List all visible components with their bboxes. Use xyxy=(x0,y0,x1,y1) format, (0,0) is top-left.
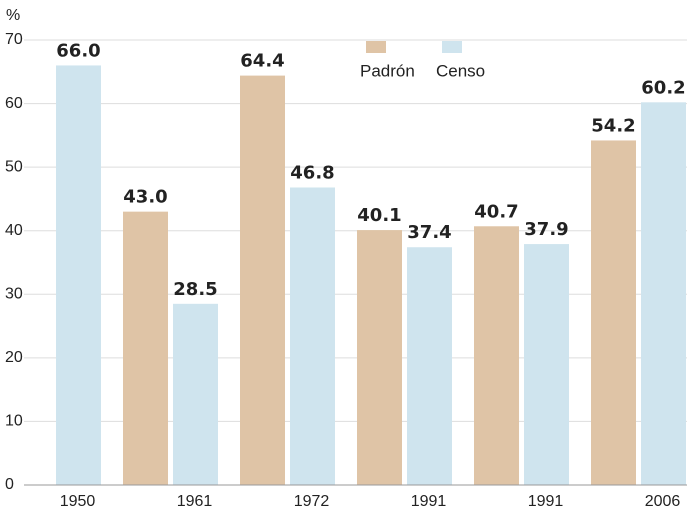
value-label: 46.8 xyxy=(290,162,334,183)
bar xyxy=(407,247,452,485)
legend-swatch xyxy=(366,41,386,53)
x-tick-label: 1961 xyxy=(177,493,213,510)
bar xyxy=(474,226,519,485)
legend-swatch xyxy=(442,41,462,53)
value-label: 54.2 xyxy=(591,115,635,136)
x-tick-label: 1991 xyxy=(528,493,564,510)
bar xyxy=(240,75,285,485)
y-axis-label: % xyxy=(6,7,20,24)
bar xyxy=(591,140,636,485)
value-label: 40.7 xyxy=(474,201,518,222)
bar xyxy=(357,230,402,485)
y-tick-label: 10 xyxy=(5,413,23,430)
y-tick-label: 70 xyxy=(5,31,23,48)
value-label: 66.0 xyxy=(56,40,100,61)
value-label: 43.0 xyxy=(123,187,167,208)
value-label: 28.5 xyxy=(173,279,217,300)
y-tick-label: 20 xyxy=(5,349,23,366)
y-tick-label: 30 xyxy=(5,286,23,303)
bar xyxy=(56,65,101,485)
y-tick-label: 0 xyxy=(5,476,14,493)
x-tick-label: 2006 xyxy=(645,493,681,510)
y-tick-label: 40 xyxy=(5,222,23,239)
legend-label: Padrón xyxy=(360,61,415,80)
x-tick-label: 1972 xyxy=(294,493,330,510)
value-label: 37.9 xyxy=(524,219,568,240)
value-label: 64.4 xyxy=(240,51,284,72)
value-label: 60.2 xyxy=(641,77,685,98)
y-tick-label: 60 xyxy=(5,95,23,112)
y-tick-label: 50 xyxy=(5,158,23,175)
bar xyxy=(641,102,686,486)
bar xyxy=(173,303,218,485)
x-tick-label: 1950 xyxy=(60,493,96,510)
value-label: 37.4 xyxy=(407,222,451,243)
value-label: 40.1 xyxy=(357,205,401,226)
bar xyxy=(524,244,569,485)
x-tick-label: 1991 xyxy=(411,493,447,510)
bar xyxy=(290,187,335,485)
bar xyxy=(123,211,168,485)
legend-label: Censo xyxy=(436,61,485,80)
